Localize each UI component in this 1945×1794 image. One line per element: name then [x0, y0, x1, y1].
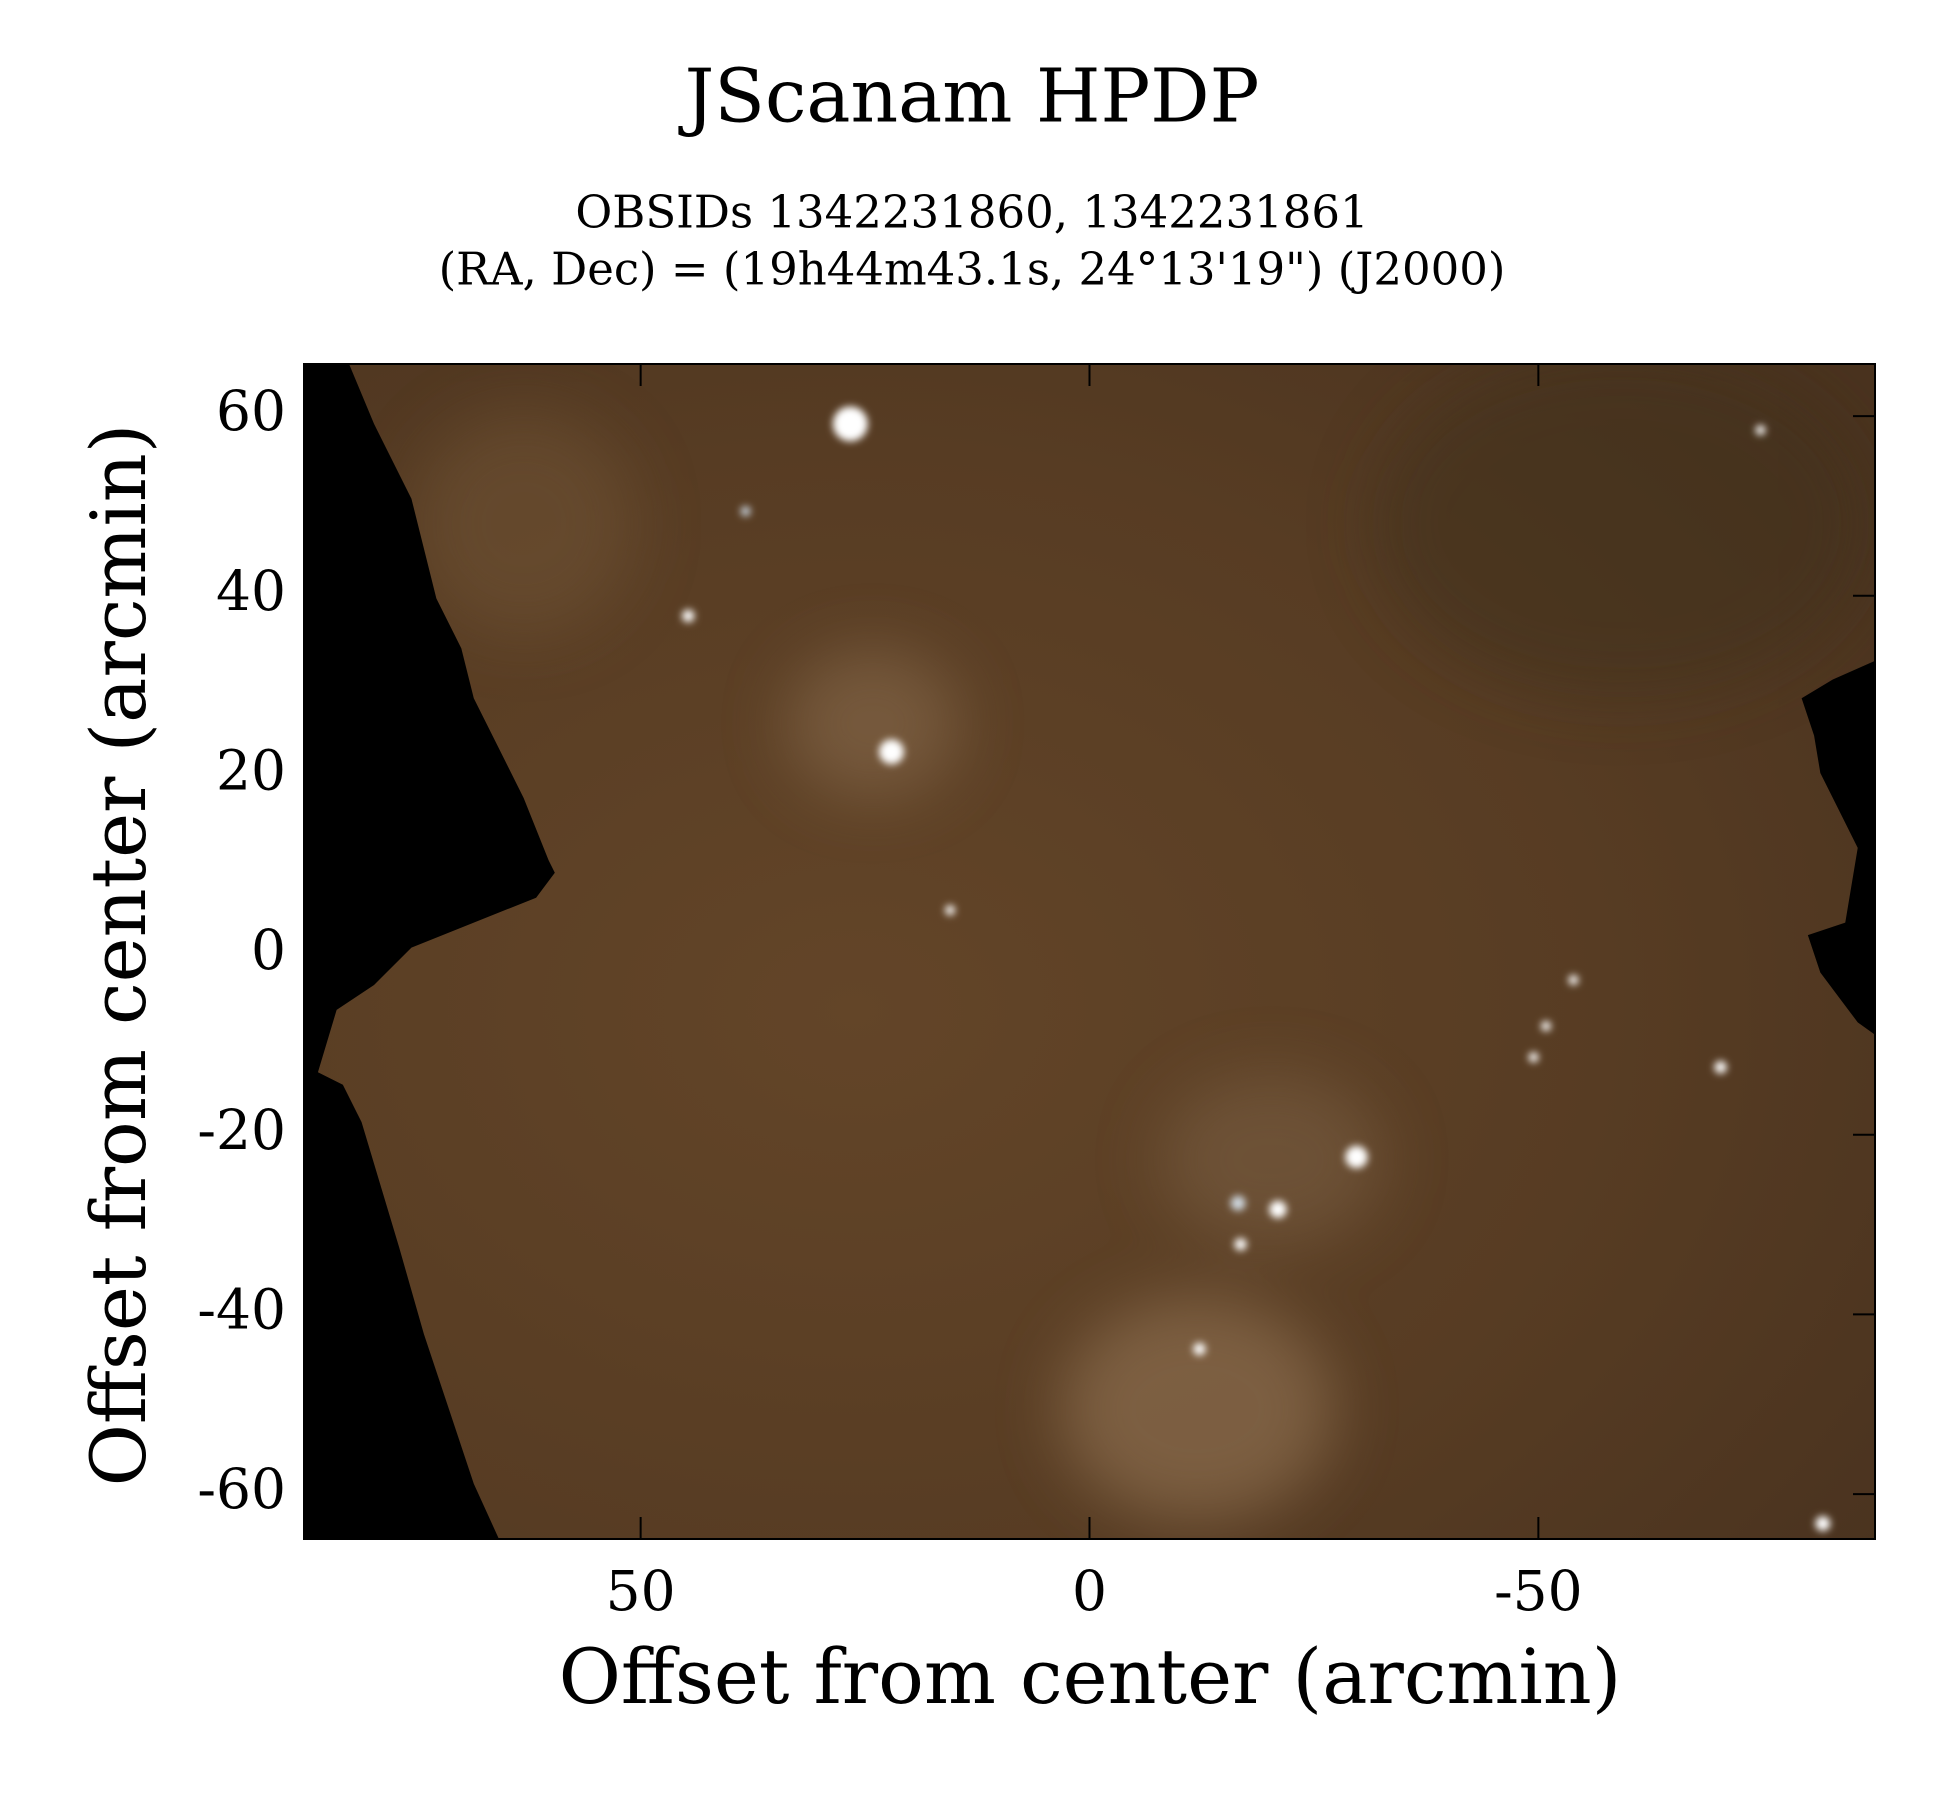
x-tick-label: 0 — [1072, 1559, 1107, 1623]
chart-title: JScanam HPDP — [678, 53, 1260, 139]
sky-image — [304, 364, 1876, 1539]
y-tick-label: -40 — [197, 1277, 286, 1341]
y-axis-label: Offset from center (arcmin) — [74, 424, 163, 1487]
y-tick-label: 0 — [251, 918, 286, 982]
y-tick-label: 60 — [216, 379, 286, 443]
x-tick-label: 50 — [606, 1559, 676, 1623]
x-tick-label: -50 — [1494, 1559, 1583, 1623]
x-axis-label: Offset from center (arcmin) — [559, 1632, 1622, 1721]
chart-subtitle: (RA, Dec) = (19h44m43.1s, 24°13'19") (J2… — [439, 243, 1506, 296]
chart-subtitle: OBSIDs 1342231860, 1342231861 — [575, 186, 1368, 239]
y-tick-label: -20 — [197, 1098, 286, 1162]
y-tick-label: -60 — [197, 1457, 286, 1521]
y-tick-label: 20 — [216, 738, 286, 802]
y-tick-label: 40 — [216, 559, 286, 623]
